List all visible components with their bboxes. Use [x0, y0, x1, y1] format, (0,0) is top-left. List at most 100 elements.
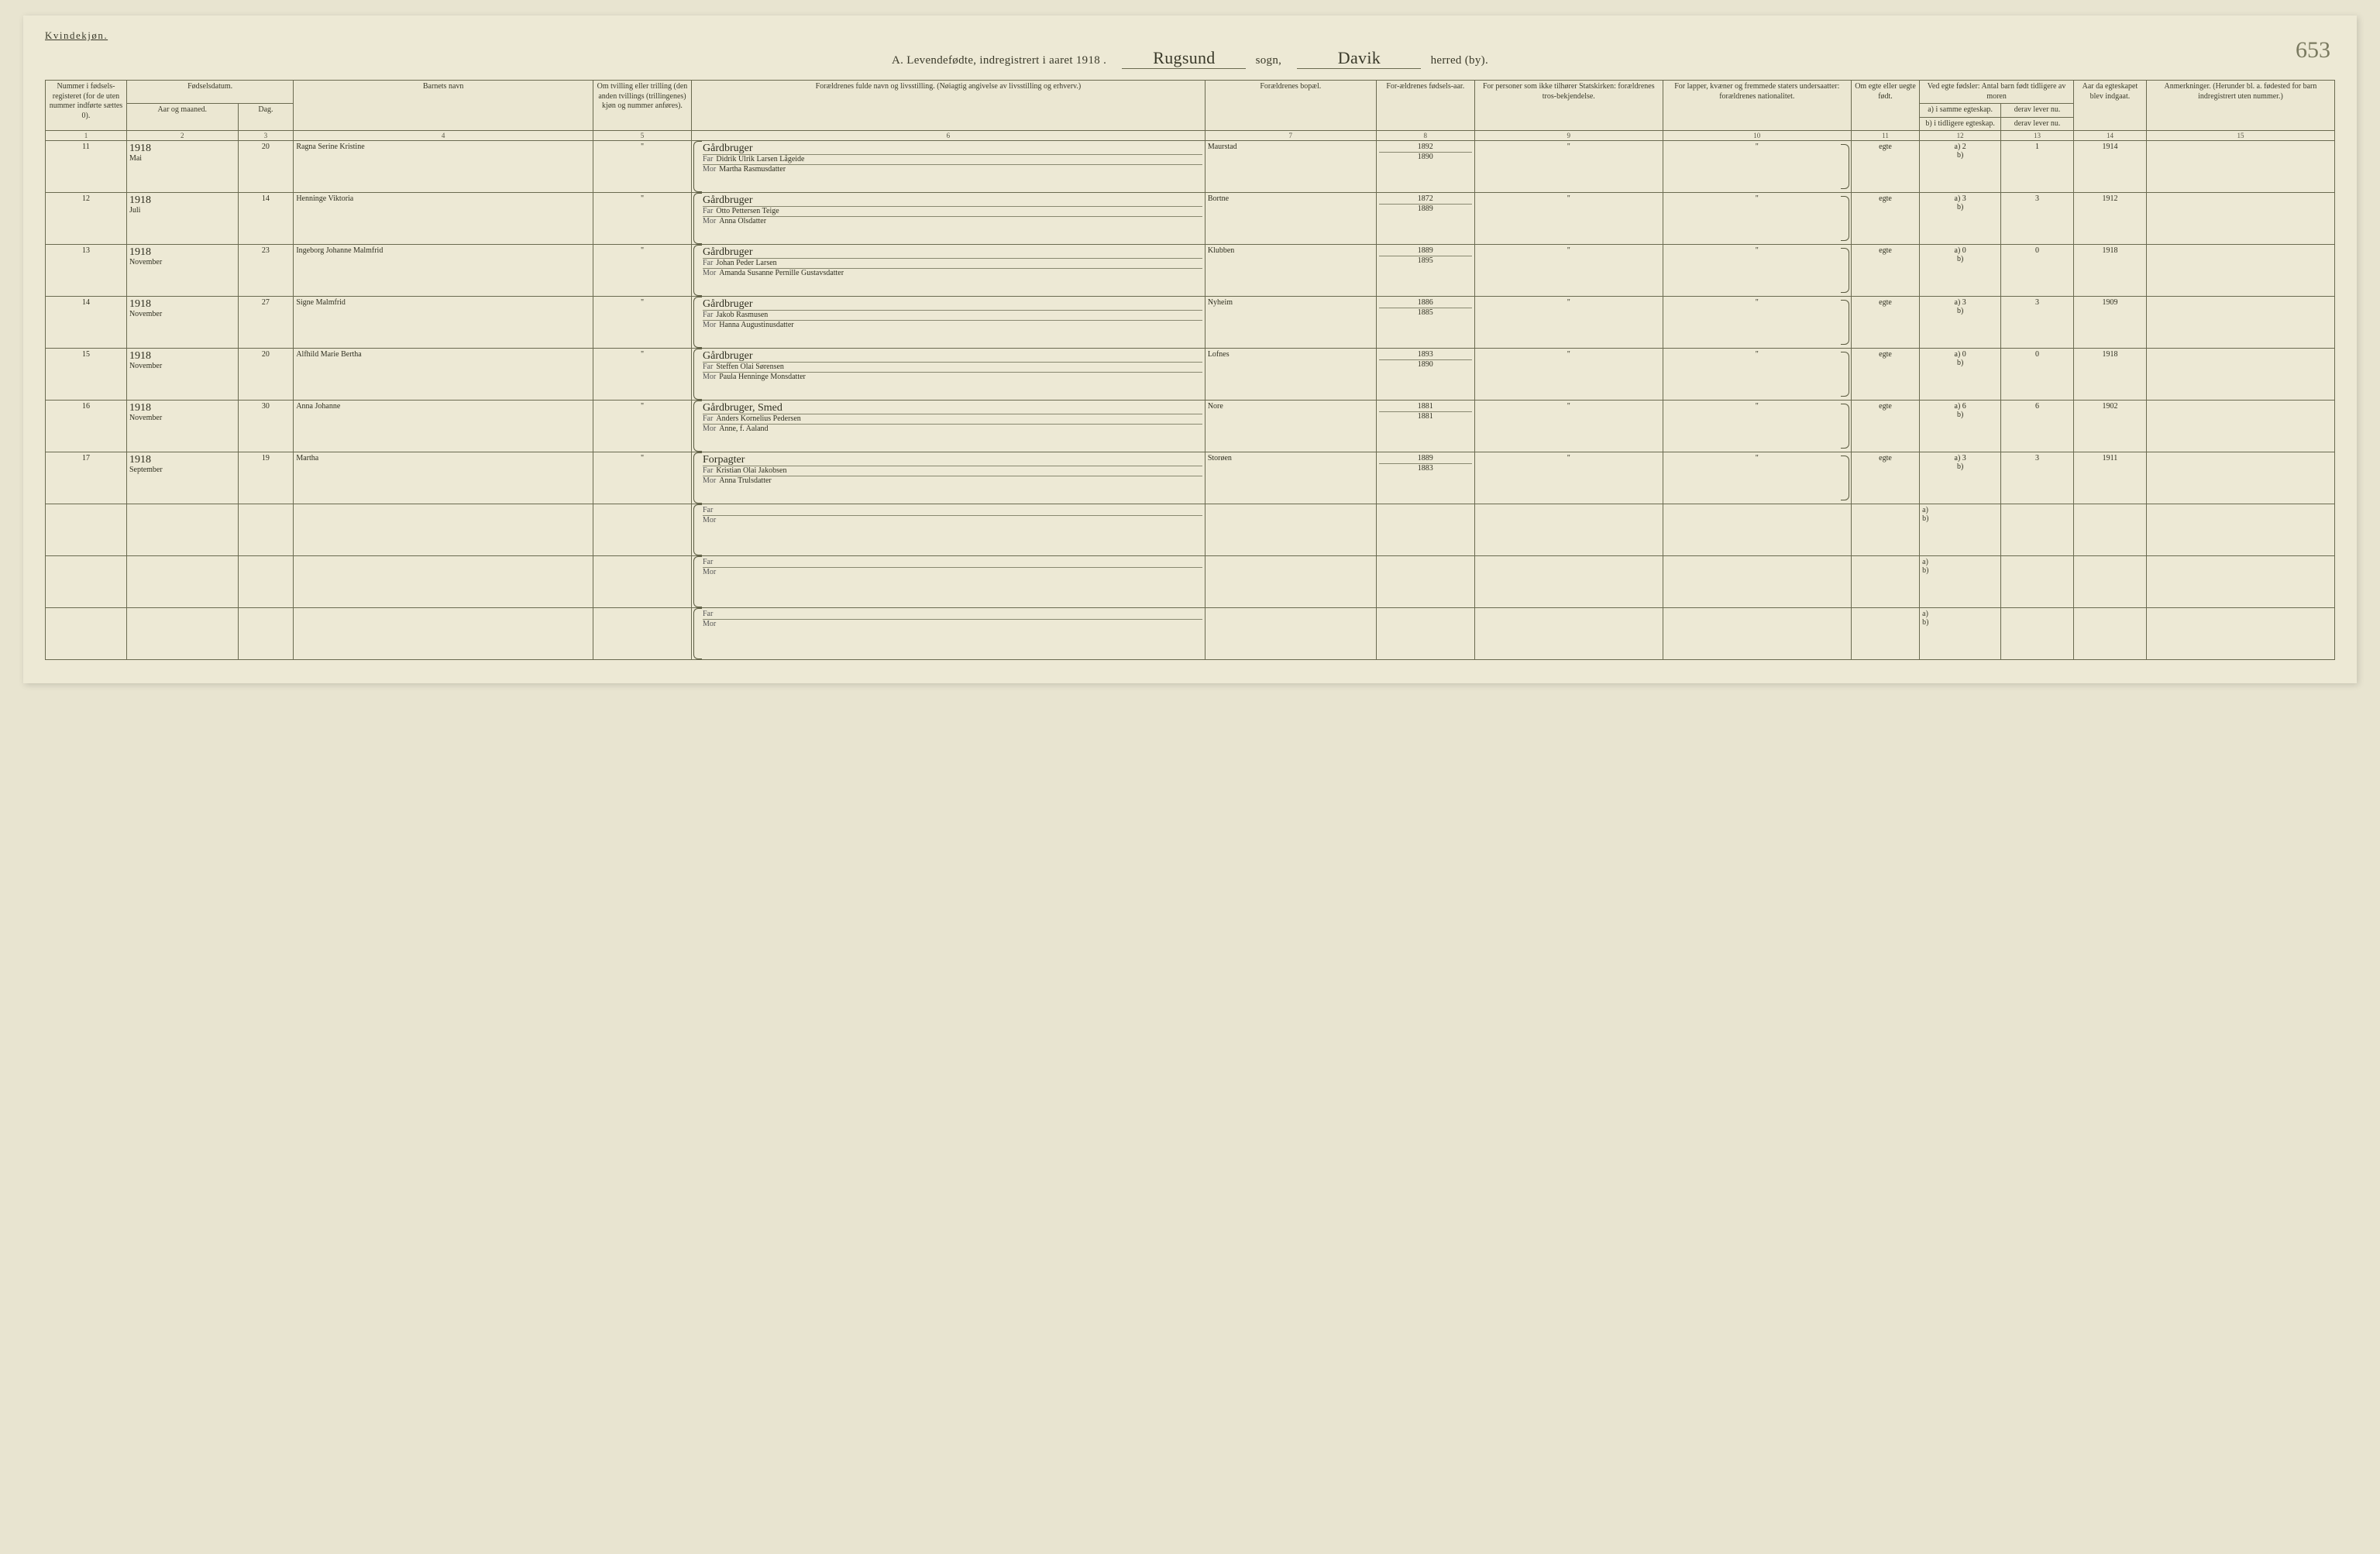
table-row: 121918Juli14Henninge Viktoria" Gårdbruge…: [46, 193, 2335, 245]
cell-derav: 1: [2001, 141, 2074, 193]
cell-num: 12: [46, 193, 127, 245]
colnum: 4: [294, 131, 593, 141]
col-12a-header: a) i samme egteskap.: [1920, 104, 2001, 118]
col-7-header: Forældrenes bopæl.: [1205, 81, 1376, 131]
cell-bopael: Bortne: [1205, 193, 1376, 245]
cell-antal: 2: [1920, 141, 2001, 193]
colnum: 12: [1920, 131, 2001, 141]
colnum: 3: [238, 131, 294, 141]
cell-tros: ": [1474, 452, 1663, 504]
cell-empty: [294, 608, 593, 660]
cell-egte: egte: [1851, 193, 1919, 245]
sogn-value: Rugsund: [1122, 48, 1246, 69]
cell-egte: egte: [1851, 349, 1919, 401]
cell-num: 16: [46, 401, 127, 452]
cell-empty: [1851, 504, 1919, 556]
cell-parent-years: 18921890: [1376, 141, 1474, 193]
col-3-header: Dag.: [238, 104, 294, 131]
gender-label: Kvindekjøn.: [45, 29, 2335, 42]
cell-parents: Forpagter FarKristian Olai Jakobsen MorA…: [692, 452, 1205, 504]
cell-anm: [2146, 193, 2334, 245]
cell-empty: [238, 556, 294, 608]
col-2-header: Aar og maaned.: [126, 104, 238, 131]
cell-egte: egte: [1851, 245, 1919, 297]
cell-twin: ": [593, 452, 691, 504]
cell-egteskap-aar: 1912: [2074, 193, 2147, 245]
cell-day: 30: [238, 401, 294, 452]
table-row: 171918September19Martha" Forpagter FarKr…: [46, 452, 2335, 504]
cell-empty: [2146, 504, 2334, 556]
cell-empty: [238, 504, 294, 556]
cell-egte: egte: [1851, 141, 1919, 193]
colnum: 6: [692, 131, 1205, 141]
cell-month: 1918Mai: [126, 141, 238, 193]
colnum: 1: [46, 131, 127, 141]
cell-parent-years: 18891895: [1376, 245, 1474, 297]
cell-month: 1918November: [126, 245, 238, 297]
cell-nat: ": [1663, 349, 1851, 401]
cell-tros: ": [1474, 297, 1663, 349]
cell-parent-years: 18811881: [1376, 401, 1474, 452]
cell-parents: Gårdbruger FarSteffen Olai Sørensen MorP…: [692, 349, 1205, 401]
cell-empty: [294, 556, 593, 608]
cell-derav: 6: [2001, 401, 2074, 452]
cell-month: 1918September: [126, 452, 238, 504]
col-15-header: Anmerkninger. (Herunder bl. a. fødested …: [2146, 81, 2334, 131]
cell-empty: [46, 504, 127, 556]
colnum: 14: [2074, 131, 2147, 141]
cell-derav: 3: [2001, 297, 2074, 349]
cell-empty: [126, 556, 238, 608]
cell-anm: [2146, 401, 2334, 452]
cell-bopael: Nore: [1205, 401, 1376, 452]
cell-day: 27: [238, 297, 294, 349]
cell-tros: ": [1474, 401, 1663, 452]
cell-twin: ": [593, 193, 691, 245]
cell-empty: [2074, 608, 2147, 660]
cell-num: 17: [46, 452, 127, 504]
cell-bopael: Klubben: [1205, 245, 1376, 297]
cell-empty: [593, 608, 691, 660]
cell-egteskap-aar: 1902: [2074, 401, 2147, 452]
cell-nat: ": [1663, 452, 1851, 504]
cell-num: 11: [46, 141, 127, 193]
cell-empty: [1376, 556, 1474, 608]
col-11-header: Om egte eller uegte født.: [1851, 81, 1919, 131]
col-6-header: Forældrenes fulde navn og livsstilling. …: [692, 81, 1205, 131]
cell-empty: [238, 608, 294, 660]
col-10-header: For lapper, kvæner og fremmede staters u…: [1663, 81, 1851, 131]
cell-egte: egte: [1851, 297, 1919, 349]
cell-parent-years: 18931890: [1376, 349, 1474, 401]
cell-derav: 0: [2001, 349, 2074, 401]
cell-anm: [2146, 141, 2334, 193]
col-12b-header: b) i tidligere egteskap.: [1920, 117, 2001, 131]
table-row: 151918November20Alfhild Marie Bertha" Gå…: [46, 349, 2335, 401]
cell-tros: ": [1474, 141, 1663, 193]
cell-day: 20: [238, 141, 294, 193]
cell-empty: [593, 556, 691, 608]
cell-empty: FarMor: [692, 504, 1205, 556]
cell-parent-years: 18861885: [1376, 297, 1474, 349]
col-1-header: Nummer i fødsels-registeret (for de uten…: [46, 81, 127, 131]
table-body: 111918Mai20Ragna Serine Kristine" Gårdbr…: [46, 141, 2335, 660]
cell-egte: egte: [1851, 452, 1919, 504]
cell-antal: 3: [1920, 193, 2001, 245]
cell-empty: [1851, 556, 1919, 608]
col-4-header: Barnets navn: [294, 81, 593, 131]
colnum: 15: [2146, 131, 2334, 141]
cell-parents: Gårdbruger FarJakob Rasmusen MorHanna Au…: [692, 297, 1205, 349]
cell-twin: ": [593, 141, 691, 193]
cell-empty: [1474, 504, 1663, 556]
colnum: 7: [1205, 131, 1376, 141]
cell-num: 13: [46, 245, 127, 297]
cell-day: 14: [238, 193, 294, 245]
cell-empty: [1663, 608, 1851, 660]
cell-name: Martha: [294, 452, 593, 504]
cell-egteskap-aar: 1909: [2074, 297, 2147, 349]
cell-egte: egte: [1851, 401, 1919, 452]
cell-empty: [2001, 608, 2074, 660]
cell-empty: [1663, 556, 1851, 608]
colnum: 8: [1376, 131, 1474, 141]
table-row-empty: FarMor: [46, 608, 2335, 660]
cell-antal: 3: [1920, 452, 2001, 504]
cell-name: Ragna Serine Kristine: [294, 141, 593, 193]
